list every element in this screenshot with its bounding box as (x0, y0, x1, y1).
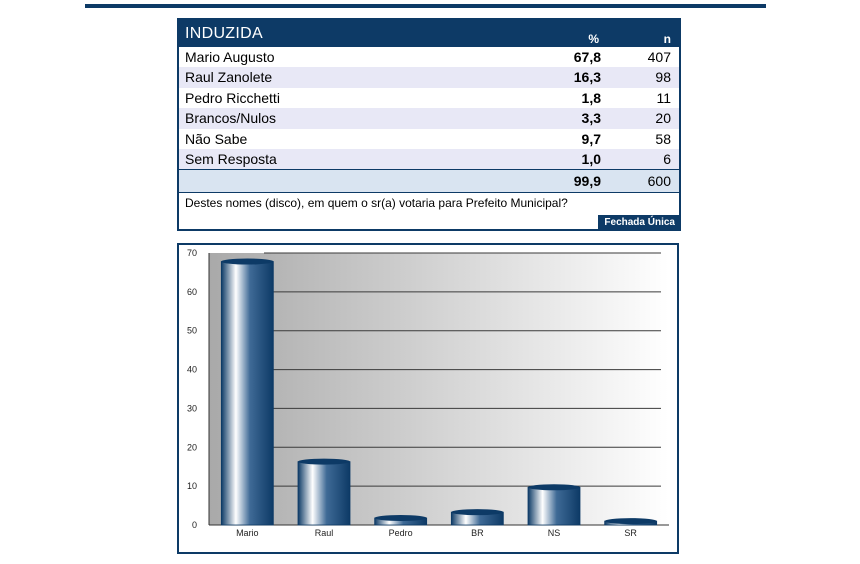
bar-chart: 0 10 20 30 40 50 60 70 Mario Raul Pedro BR NS SR (177, 243, 679, 554)
y-tick-label: 50 (187, 326, 197, 336)
total-pct: 99,9 (573, 173, 601, 190)
table-row: Raul Zanolete 16,3 98 (179, 67, 679, 88)
total-n: 600 (647, 173, 671, 190)
chart-svg: 0 10 20 30 40 50 60 70 Mario Raul Pedro BR NS SR (187, 248, 669, 538)
row-n: 407 (647, 49, 671, 65)
row-n: 58 (655, 130, 671, 147)
y-tick-label: 20 (187, 442, 197, 452)
table-row: Pedro Ricchetti 1,8 11 (179, 87, 679, 109)
row-label: Não Sabe (185, 130, 248, 147)
y-tick-label: 40 (187, 365, 197, 375)
y-tick-label: 10 (187, 481, 197, 491)
y-tick-labels: 0 10 20 30 40 50 60 70 (187, 248, 197, 530)
bar (297, 461, 351, 526)
y-tick-label: 60 (187, 287, 197, 297)
table-row: Sem Resposta 1,0 6 (179, 148, 679, 170)
x-tick-label: Mario (236, 528, 259, 538)
row-n: 20 (655, 110, 671, 127)
table-row: Brancos/Nulos 3,3 20 (179, 108, 679, 129)
plot-background (209, 253, 669, 525)
x-tick-labels: Mario Raul Pedro BR NS SR (236, 528, 637, 538)
row-label: Mario Augusto (185, 49, 275, 65)
row-label: Pedro Ricchetti (185, 89, 280, 106)
row-pct: 9,7 (581, 130, 601, 147)
total-row: 99,9 600 (179, 169, 679, 194)
table-title: INDUZIDA (185, 25, 263, 42)
x-tick-label: Raul (315, 528, 334, 538)
row-label: Raul Zanolete (185, 69, 273, 86)
bar (527, 486, 581, 526)
table-row: Não Sabe 9,7 58 (179, 128, 679, 149)
bar-cap (298, 458, 350, 465)
x-tick-label: SR (624, 528, 637, 538)
row-pct: 16,3 (573, 69, 601, 86)
bar-cap (374, 515, 427, 522)
bars (220, 258, 658, 526)
row-n: 6 (663, 150, 671, 167)
table-body: Mario Augusto 67,8 407 Raul Zanolete 16,… (179, 47, 679, 170)
bar-cap (604, 518, 657, 525)
row-pct: 67,8 (573, 49, 601, 65)
row-label: Sem Resposta (185, 150, 277, 167)
y-tick-label: 70 (187, 248, 197, 258)
row-pct: 1,8 (581, 89, 601, 106)
poll-table: INDUZIDA % n Mario Augusto 67,8 407 Raul… (177, 18, 681, 232)
top-rule (85, 4, 766, 8)
y-tick-label: 0 (192, 520, 197, 530)
n-column-header: n (663, 32, 671, 46)
row-n: 11 (656, 89, 671, 106)
row-n: 98 (655, 69, 671, 86)
pct-column-header: % (588, 32, 599, 46)
row-label: Brancos/Nulos (185, 110, 277, 127)
table-row: Mario Augusto 67,8 407 (179, 47, 679, 68)
x-tick-label: BR (471, 528, 484, 538)
row-pct: 1,0 (581, 150, 601, 167)
bar (220, 261, 274, 526)
question-text: Destes nomes (disco), em quem o sr(a) vo… (185, 196, 568, 211)
x-tick-label: Pedro (389, 528, 413, 538)
bar-cap (221, 258, 274, 265)
bar-cap (528, 484, 580, 491)
question-type-badge: Fechada Única (598, 215, 681, 232)
bar-cap (451, 509, 504, 516)
row-pct: 3,3 (581, 110, 601, 127)
y-tick-label: 30 (187, 403, 197, 413)
question-type-area: Fechada Única (179, 213, 681, 232)
x-tick-label: NS (548, 528, 561, 538)
table-header: INDUZIDA % n (179, 20, 679, 47)
